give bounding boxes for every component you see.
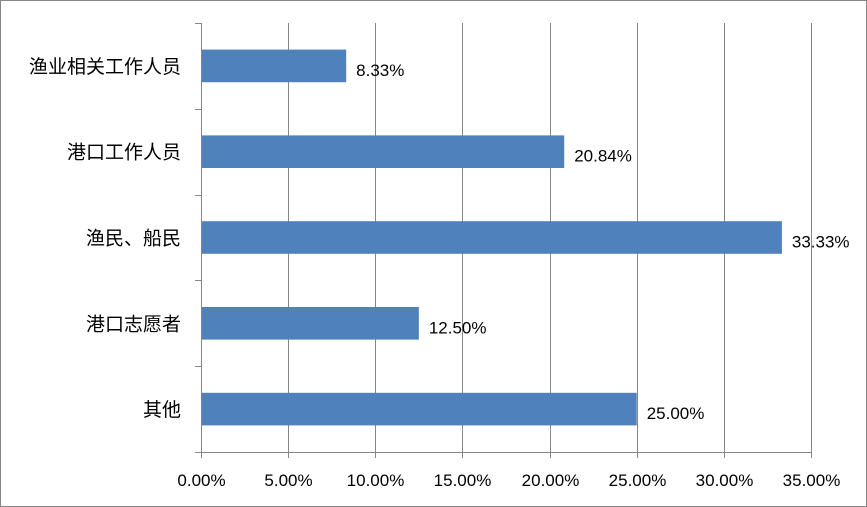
- bar: [202, 49, 347, 83]
- x-tick-label: 30.00%: [696, 471, 754, 490]
- x-tick-label: 0.00%: [177, 471, 225, 490]
- bar: [202, 135, 565, 169]
- x-tick-label: 5.00%: [264, 471, 312, 490]
- x-tick-label: 25.00%: [609, 471, 667, 490]
- category-label: 港口志愿者: [86, 313, 181, 335]
- data-label: 8.33%: [356, 61, 404, 80]
- axes: [195, 23, 812, 458]
- data-label: 20.84%: [574, 147, 632, 166]
- category-label: 其他: [143, 399, 181, 421]
- labels: 0.00% 5.00% 10.00% 15.00% 20.00% 25.00% 30.00%…: [29, 56, 850, 490]
- category-label: 渔民、船民: [86, 228, 181, 250]
- data-label: 12.50%: [429, 318, 487, 337]
- bar: [202, 392, 637, 426]
- bars: [202, 49, 782, 426]
- x-tick-label: 35.00%: [783, 471, 841, 490]
- x-tick-label: 20.00%: [522, 471, 580, 490]
- data-label: 33.33%: [792, 233, 850, 252]
- x-tick-label: 10.00%: [347, 471, 405, 490]
- data-label: 25.00%: [647, 404, 705, 423]
- category-label: 渔业相关工作人员: [29, 56, 181, 78]
- category-label: 港口工作人员: [67, 142, 181, 164]
- bar: [202, 221, 782, 254]
- bar: [202, 306, 419, 340]
- x-tick-label: 15.00%: [434, 471, 492, 490]
